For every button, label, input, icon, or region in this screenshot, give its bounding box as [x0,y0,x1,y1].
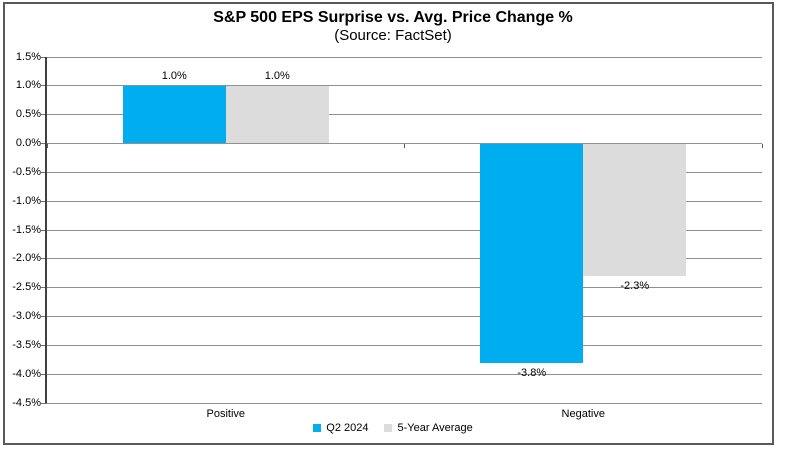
gridline [47,344,762,346]
legend-label: Q2 2024 [326,422,369,434]
y-tick-label: -2.5% [12,281,41,294]
y-tick-label: 1.0% [15,79,41,92]
gridline [47,316,762,317]
gridline [47,287,762,289]
y-axis-tick [41,200,47,202]
y-axis-tick [41,258,47,260]
bar-value-label: -3.8% [517,366,547,379]
gridline [47,402,762,404]
bar-value-label: 1.0% [161,69,187,82]
gridline [47,373,762,375]
y-axis-tick [41,56,47,58]
bar-value-label: 1.0% [264,69,290,82]
y-axis-tick [41,143,47,144]
bar-value-label: -2.3% [620,280,650,293]
gridline [47,229,762,231]
y-axis-tick [41,229,47,231]
y-axis-line [45,57,47,403]
y-tick-label: -4.5% [12,396,41,409]
category-label-positive: Positive [206,408,246,420]
y-tick-label: -2.0% [12,252,41,265]
y-axis-tick [41,373,47,375]
chart-title: S&P 500 EPS Surprise vs. Avg. Price Chan… [213,9,573,26]
gridline [47,85,762,87]
y-axis-tick [41,402,47,404]
y-tick-label: -3.0% [12,310,41,322]
gridline [47,200,762,202]
y-axis-tick [41,114,47,116]
legend-swatch-icon [384,424,393,432]
chart-subtitle: (Source: FactSet) [334,27,452,45]
y-axis-tick [41,287,47,289]
legend-item-q2-2024: Q2 2024 [313,421,368,435]
y-tick-label: -1.0% [12,194,41,207]
category-axis-tick [46,143,48,148]
y-tick-label: 0.5% [15,108,41,121]
legend-swatch-icon [313,424,322,432]
legend: Q2 2024 5-Year Average [0,421,786,435]
bar-q2-2024-positive [122,85,226,144]
gridline [47,258,762,260]
bar-5-year-average-negative [583,143,687,277]
y-axis-tick [41,344,47,346]
bar-q2-2024-negative [480,143,584,363]
y-axis-tick [41,85,47,87]
title-block: S&P 500 EPS Surprise vs. Avg. Price Chan… [0,9,786,45]
y-tick-label: 0.0% [15,137,41,149]
y-tick-label: -4.0% [12,367,41,380]
y-tick-label: 1.5% [15,50,41,63]
gridline [47,171,762,173]
gridline [47,114,762,116]
category-label-negative: Negative [561,408,605,420]
gridline [47,56,762,58]
legend-label: 5-Year Average [397,422,473,434]
y-axis-tick [41,171,47,173]
y-tick-label: -1.5% [12,223,41,236]
legend-item-5-year-average: 5-Year Average [384,421,473,435]
y-tick-label: -0.5% [12,165,41,178]
category-axis-tick [404,143,405,148]
category-axis-tick [761,143,763,148]
y-axis-tick [41,316,47,317]
bar-5-year-average-positive [225,85,329,144]
y-tick-label: -3.5% [12,338,41,351]
